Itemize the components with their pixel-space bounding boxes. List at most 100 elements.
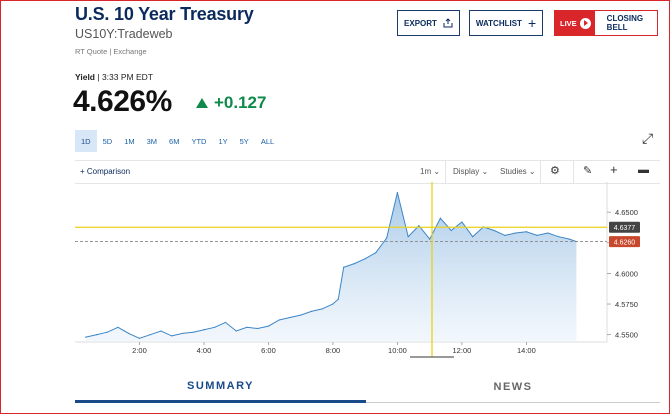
data-point (343, 266, 345, 268)
closing-bell-button[interactable]: LIVE CLOSING BELL (554, 10, 658, 36)
studies-label: Studies (500, 167, 527, 176)
data-point (493, 229, 495, 232)
yield-time-label: Yield | 3:33 PM EDT (75, 72, 153, 82)
data-point (267, 325, 270, 327)
tab-news[interactable]: NEWS (366, 372, 660, 403)
x-tick-label: 4:00 (197, 346, 212, 355)
chevron-down-icon: ⌄ (528, 167, 536, 176)
data-point (203, 329, 205, 331)
data-point (418, 225, 420, 227)
range-selector: 1D 5D 1M 3M 6M YTD 1Y 5Y ALL (75, 130, 280, 152)
gear-icon[interactable]: ⚙ (550, 165, 560, 177)
data-point (525, 231, 527, 233)
y-tick-label: 4.5500 (615, 331, 638, 340)
watchlist-button[interactable]: WATCHLIST + (469, 10, 543, 36)
watchlist-label: WATCHLIST (475, 18, 522, 28)
plus-icon: + (527, 15, 537, 31)
data-point (439, 217, 442, 219)
chevron-down-icon: ⌄ (481, 167, 489, 176)
data-point (472, 236, 474, 238)
data-point (138, 337, 141, 339)
tab-bar: SUMMARY NEWS (75, 372, 660, 403)
y-tick-label: 4.6500 (615, 208, 638, 217)
x-tick-label: 8:00 (326, 346, 341, 355)
y-tick-label: 4.5750 (615, 300, 638, 309)
yield-chart[interactable]: 4.65004.62504.60004.57504.55002:004:006:… (75, 182, 660, 360)
data-point (515, 232, 517, 234)
display-menu[interactable]: Display ⌄ (453, 167, 488, 176)
data-point (353, 263, 356, 265)
data-point (289, 316, 291, 319)
data-point (128, 332, 130, 335)
expand-icon[interactable]: ⤢ (642, 130, 654, 146)
data-point (375, 251, 377, 254)
quote-time: 3:33 PM EDT (101, 72, 153, 82)
data-point (214, 326, 216, 328)
pencil-icon[interactable]: ✎ (583, 165, 593, 177)
x-tick-label: 14:00 (517, 346, 536, 355)
range-1m[interactable]: 1M (124, 136, 135, 146)
export-label: EXPORT (404, 18, 437, 28)
chevron-down-icon: ⌄ (433, 167, 441, 176)
data-point (171, 335, 173, 337)
series-line (85, 192, 577, 339)
range-3m[interactable]: 3M (146, 136, 158, 146)
live-badge: LIVE (555, 11, 595, 35)
data-point (396, 191, 399, 194)
data-point (192, 331, 194, 333)
share-icon (443, 18, 453, 28)
range-5d[interactable]: 5D (102, 136, 113, 146)
range-1y[interactable]: 1Y (218, 136, 228, 146)
data-point (235, 330, 237, 332)
chart-toolbar: + Comparison 1m ⌄ Display ⌄ Studies ⌄ ⚙ … (75, 160, 660, 184)
source-label: RT Quote | Exchange (75, 47, 147, 56)
data-point (407, 236, 409, 238)
toolbar-divider (540, 161, 541, 183)
crosshair-icon[interactable]: + (610, 162, 618, 177)
live-label: LIVE (560, 18, 577, 28)
interval-select[interactable]: 1m ⌄ (420, 167, 440, 176)
data-point (558, 236, 560, 238)
data-point (181, 332, 184, 335)
last-value-badge: 4.6260 (614, 240, 636, 247)
range-1d[interactable]: 1D (75, 130, 97, 152)
data-point (321, 308, 323, 310)
data-point (257, 327, 259, 330)
toolbar-divider (445, 161, 446, 183)
range-5y[interactable]: 5Y (239, 136, 249, 146)
data-point (386, 237, 388, 239)
y-tick-label: 4.6000 (615, 269, 638, 278)
symbol-label: US10Y:Tradeweb (75, 27, 173, 41)
data-point (160, 330, 162, 332)
data-point (106, 331, 108, 333)
up-arrow-icon (196, 98, 208, 108)
range-6m[interactable]: 6M (169, 136, 180, 146)
previous-close-badge-bg (609, 221, 640, 233)
data-point (450, 229, 452, 232)
data-point (364, 258, 366, 260)
comment-icon[interactable]: ▬ (638, 164, 649, 176)
play-icon (579, 17, 591, 29)
price-change: +0.127 (196, 93, 266, 113)
data-point (246, 326, 248, 328)
comparison-button[interactable]: + Comparison (80, 167, 131, 176)
last-price: 4.626% (73, 85, 172, 118)
data-point (461, 221, 463, 223)
range-ytd[interactable]: YTD (191, 136, 207, 146)
last-value-badge-bg (609, 236, 640, 248)
data-point (547, 232, 549, 234)
data-point (337, 298, 339, 300)
data-point (429, 238, 431, 240)
data-point (332, 303, 334, 305)
export-button[interactable]: EXPORT (397, 10, 460, 36)
studies-menu[interactable]: Studies ⌄ (500, 167, 536, 176)
data-point (149, 334, 151, 336)
data-point (278, 319, 280, 321)
x-tick-label: 6:00 (261, 346, 276, 355)
x-tick-label: 2:00 (132, 346, 147, 355)
closing-bell-label: CLOSING BELL (606, 14, 644, 32)
tab-summary[interactable]: SUMMARY (75, 372, 366, 403)
data-point (536, 234, 538, 237)
range-all[interactable]: ALL (260, 136, 275, 146)
display-label: Display (453, 167, 480, 176)
